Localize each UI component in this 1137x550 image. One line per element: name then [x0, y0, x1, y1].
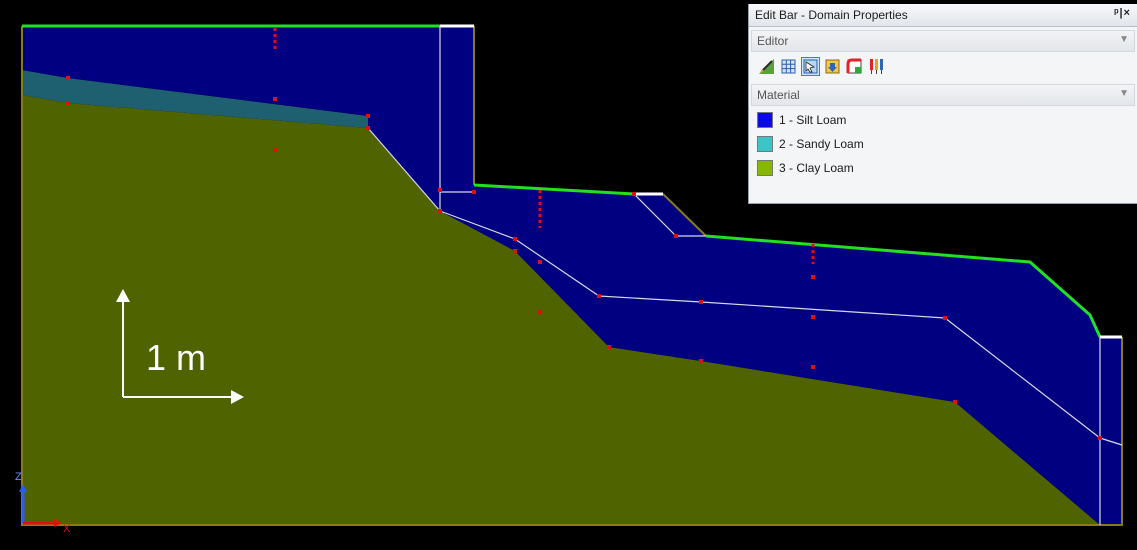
boundary-color-icon[interactable]	[845, 57, 864, 76]
sandy-loam-region[interactable]	[22, 70, 376, 128]
z-axis-label: Z	[15, 471, 22, 483]
domain-outline-slope	[662, 193, 707, 237]
edit-bar-panel: Edit Bar - Domain Properties ᵖ|× Editor …	[748, 4, 1137, 204]
origin-axis-icon: Z X	[15, 471, 71, 535]
editor-section-label: Editor	[757, 34, 789, 48]
import-arrow-icon[interactable]	[823, 57, 842, 76]
internal-edges	[367, 26, 1123, 525]
material-item-sandy-loam[interactable]: 2 - Sandy Loam	[749, 132, 1137, 156]
top-boundary-middle	[473, 183, 635, 196]
chevron-down-icon[interactable]: ▼	[1119, 34, 1129, 45]
grid-mesh-icon[interactable]	[779, 57, 798, 76]
material-label: 3 - Clay Loam	[779, 161, 854, 175]
silt-loam-region-lower[interactable]	[440, 185, 1122, 525]
material-swatch	[757, 160, 773, 176]
material-list: 1 - Silt Loam 2 - Sandy Loam 3 - Clay Lo…	[749, 106, 1137, 180]
mesh-nodes	[66, 76, 1102, 440]
material-label: 2 - Sandy Loam	[779, 137, 864, 151]
scale-label: 1 m	[146, 337, 207, 378]
material-section-header[interactable]: Material ▼	[751, 84, 1135, 106]
pin-close-icon[interactable]: ᵖ|×	[1114, 7, 1131, 19]
top-boundary-right	[705, 234, 1102, 338]
panel-title: Edit Bar - Domain Properties	[755, 8, 908, 22]
material-item-clay-loam[interactable]: 3 - Clay Loam	[749, 156, 1137, 180]
material-item-silt-loam[interactable]: 1 - Silt Loam	[749, 108, 1137, 132]
observation-points-icon[interactable]	[867, 57, 886, 76]
panel-titlebar[interactable]: Edit Bar - Domain Properties ᵖ|×	[749, 4, 1137, 27]
material-swatch	[757, 136, 773, 152]
editor-section-header[interactable]: Editor ▼	[751, 30, 1135, 52]
material-section-label: Material	[757, 88, 800, 102]
x-axis-label: X	[63, 523, 71, 535]
pencil-edit-icon[interactable]	[757, 57, 776, 76]
silt-loam-region-upper[interactable]	[22, 26, 474, 211]
chevron-down-icon[interactable]: ▼	[1119, 88, 1129, 99]
material-label: 1 - Silt Loam	[779, 113, 847, 127]
scale-arrows	[116, 289, 244, 404]
editor-toolbar	[749, 52, 1137, 81]
domain-select-icon[interactable]	[801, 57, 820, 76]
material-swatch	[757, 112, 773, 128]
clay-loam-region[interactable]	[22, 95, 1100, 525]
domain-outline	[21, 26, 1123, 526]
